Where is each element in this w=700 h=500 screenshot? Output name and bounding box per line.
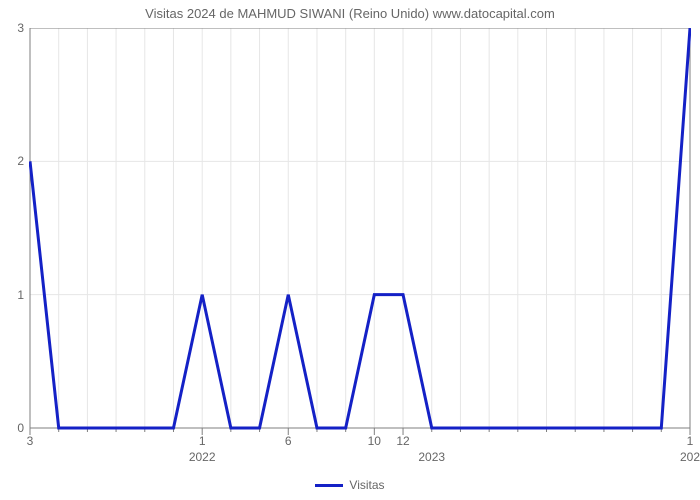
- chart-title: Visitas 2024 de MAHMUD SIWANI (Reino Uni…: [0, 6, 700, 21]
- x-year-label: 2023: [402, 450, 462, 464]
- x-year-label: 2022: [172, 450, 232, 464]
- x-tick-label: 3: [10, 434, 50, 448]
- x-tick-label: 1: [670, 434, 700, 448]
- y-tick-label: 2: [17, 154, 24, 168]
- legend-label: Visitas: [349, 478, 384, 492]
- x-tick-label: 6: [268, 434, 308, 448]
- legend-line-icon: [315, 484, 343, 487]
- chart-container: Visitas 2024 de MAHMUD SIWANI (Reino Uni…: [0, 0, 700, 500]
- x-year-label: 202: [660, 450, 700, 464]
- y-tick-label: 3: [17, 21, 24, 35]
- y-tick-label: 0: [17, 421, 24, 435]
- x-tick-label: 1: [182, 434, 222, 448]
- y-tick-label: 1: [17, 288, 24, 302]
- x-tick-label: 12: [383, 434, 423, 448]
- chart-plot: [29, 28, 691, 443]
- chart-legend: Visitas: [0, 478, 700, 492]
